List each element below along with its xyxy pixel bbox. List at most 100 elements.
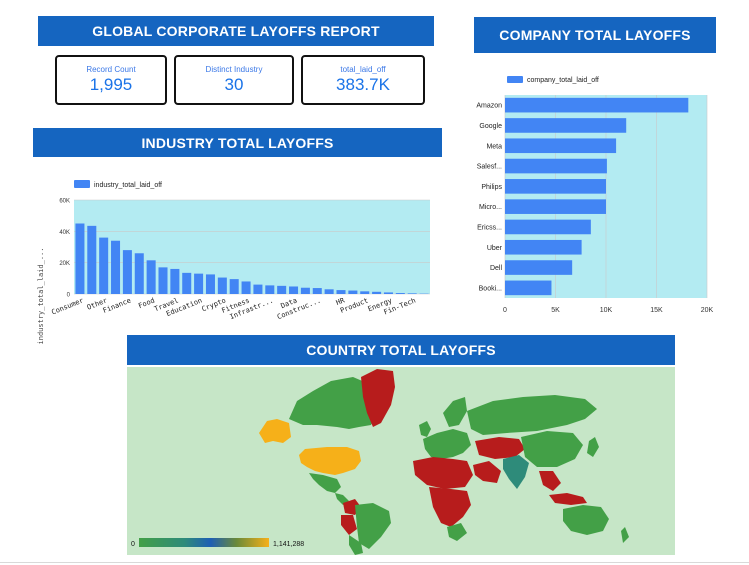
industry-bar[interactable] <box>348 290 358 294</box>
map-legend-gradient <box>139 538 269 547</box>
industry-bar[interactable] <box>265 285 275 294</box>
industry-bar[interactable] <box>205 274 215 294</box>
region-europe <box>423 429 471 459</box>
industry-bar[interactable] <box>170 268 180 294</box>
industry-bar[interactable] <box>182 272 192 294</box>
kpi-value: 383.7K <box>336 75 390 94</box>
country-saudi-arabia[interactable] <box>473 461 501 483</box>
company-bar[interactable] <box>505 280 552 296</box>
industry-legend-swatch <box>74 180 90 188</box>
country-title-banner: COUNTRY TOTAL LAYOFFS <box>127 335 675 365</box>
industry-bar[interactable] <box>241 281 251 294</box>
industry-bar[interactable] <box>407 293 417 294</box>
industry-title-banner: INDUSTRY TOTAL LAYOFFS <box>33 128 442 157</box>
industry-bar[interactable] <box>324 289 334 294</box>
country-alaska[interactable] <box>259 419 291 443</box>
industry-gridlines <box>74 199 430 295</box>
company-category-label: Philips <box>481 184 502 191</box>
country-india[interactable] <box>503 455 529 489</box>
country-new-zealand[interactable] <box>621 527 629 543</box>
company-bar-chart[interactable]: company_total_laid_off Amazon Google Meta S… <box>470 70 720 314</box>
company-bar[interactable] <box>505 138 617 154</box>
industry-bar[interactable] <box>253 284 263 294</box>
industry-bar[interactable] <box>289 286 299 294</box>
company-bar[interactable] <box>505 118 627 133</box>
country-mexico[interactable] <box>309 473 341 493</box>
industry-bar[interactable] <box>122 250 132 294</box>
country-map[interactable]: 0 1,141,288 <box>127 367 675 555</box>
region-southern-africa <box>447 523 467 541</box>
company-category-label: Uber <box>487 245 503 252</box>
report-title: GLOBAL CORPORATE LAYOFFS REPORT <box>92 23 380 39</box>
industry-bar[interactable] <box>217 277 227 294</box>
industry-bar[interactable] <box>312 288 322 294</box>
company-bar[interactable] <box>505 97 689 113</box>
region-north-africa <box>413 457 473 489</box>
map-legend-max: 1,141,288 <box>273 541 304 548</box>
industry-plot-area <box>74 200 430 294</box>
company-bar[interactable] <box>505 239 582 255</box>
industry-bar[interactable] <box>336 290 346 294</box>
company-category-label: Booki... <box>479 285 502 292</box>
industry-bar[interactable] <box>146 260 156 294</box>
country-greenland[interactable] <box>361 369 395 427</box>
industry-bar[interactable] <box>395 293 405 294</box>
industry-y-tick-label: 0 <box>67 293 71 299</box>
industry-bar[interactable] <box>229 279 239 294</box>
region-southeast-asia <box>539 471 561 491</box>
country-brazil[interactable] <box>355 503 391 549</box>
country-usa[interactable] <box>299 447 361 475</box>
industry-y-ticks: 0 20K 40K 60K <box>59 199 70 299</box>
country-peru[interactable] <box>341 515 357 535</box>
industry-bar[interactable] <box>277 285 287 294</box>
country-russia[interactable] <box>467 395 597 435</box>
industry-bar[interactable] <box>87 225 97 294</box>
company-bar[interactable] <box>505 179 606 194</box>
country-indonesia[interactable] <box>549 493 587 505</box>
country-japan[interactable] <box>587 437 599 457</box>
industry-title: INDUSTRY TOTAL LAYOFFS <box>141 134 334 151</box>
kpi-record-count[interactable]: Record Count 1,995 <box>55 55 167 105</box>
industry-bar[interactable] <box>300 287 310 294</box>
industry-bar[interactable] <box>194 273 204 294</box>
country-china[interactable] <box>521 431 583 467</box>
company-category-label: Salesf... <box>477 164 502 171</box>
country-australia[interactable] <box>563 505 609 535</box>
industry-bar[interactable] <box>134 253 144 294</box>
industry-bar-chart[interactable]: industry_total_laid_off industry_total_l… <box>30 168 440 344</box>
company-bar[interactable] <box>505 219 591 235</box>
industry-bar[interactable] <box>111 240 121 294</box>
kpi-value: 30 <box>224 75 244 94</box>
region-central-america <box>335 493 349 505</box>
map-landmasses <box>259 369 629 555</box>
company-x-ticks: 0 5K 10K 15K 20K <box>503 307 714 314</box>
company-bar[interactable] <box>505 260 573 275</box>
company-bar[interactable] <box>505 199 606 214</box>
industry-bar[interactable] <box>383 292 393 294</box>
kpi-total-laid-off[interactable]: total_laid_off 383.7K <box>301 55 425 105</box>
page-divider <box>0 562 749 563</box>
company-legend-label: company_total_laid_off <box>527 77 599 84</box>
country-uk-ireland[interactable] <box>419 421 431 437</box>
company-bar[interactable] <box>505 158 607 174</box>
industry-y-tick-label: 60K <box>59 199 70 205</box>
industry-bar[interactable] <box>75 223 85 295</box>
industry-bar[interactable] <box>158 267 168 294</box>
industry-bar[interactable] <box>99 237 109 294</box>
kpi-label: Record Count <box>86 65 136 74</box>
country-canada[interactable] <box>289 377 377 429</box>
country-title: COUNTRY TOTAL LAYOFFS <box>306 342 496 358</box>
industry-bar[interactable] <box>360 291 370 294</box>
company-category-label: Micro... <box>479 204 502 211</box>
industry-y-tick-label: 40K <box>59 230 70 236</box>
company-legend-swatch <box>507 76 523 83</box>
company-category-labels: Amazon Google Meta Salesf... Philips Micro...… <box>476 103 502 293</box>
country-chile-argentina[interactable] <box>349 535 363 555</box>
industry-bar[interactable] <box>372 291 382 294</box>
company-category-label: Meta <box>486 143 502 150</box>
kpi-distinct-industry[interactable]: Distinct Industry 30 <box>174 55 294 105</box>
industry-legend-label: industry_total_laid_off <box>94 182 162 189</box>
region-central-asia <box>475 437 525 459</box>
kpi-label: total_laid_off <box>340 65 386 74</box>
